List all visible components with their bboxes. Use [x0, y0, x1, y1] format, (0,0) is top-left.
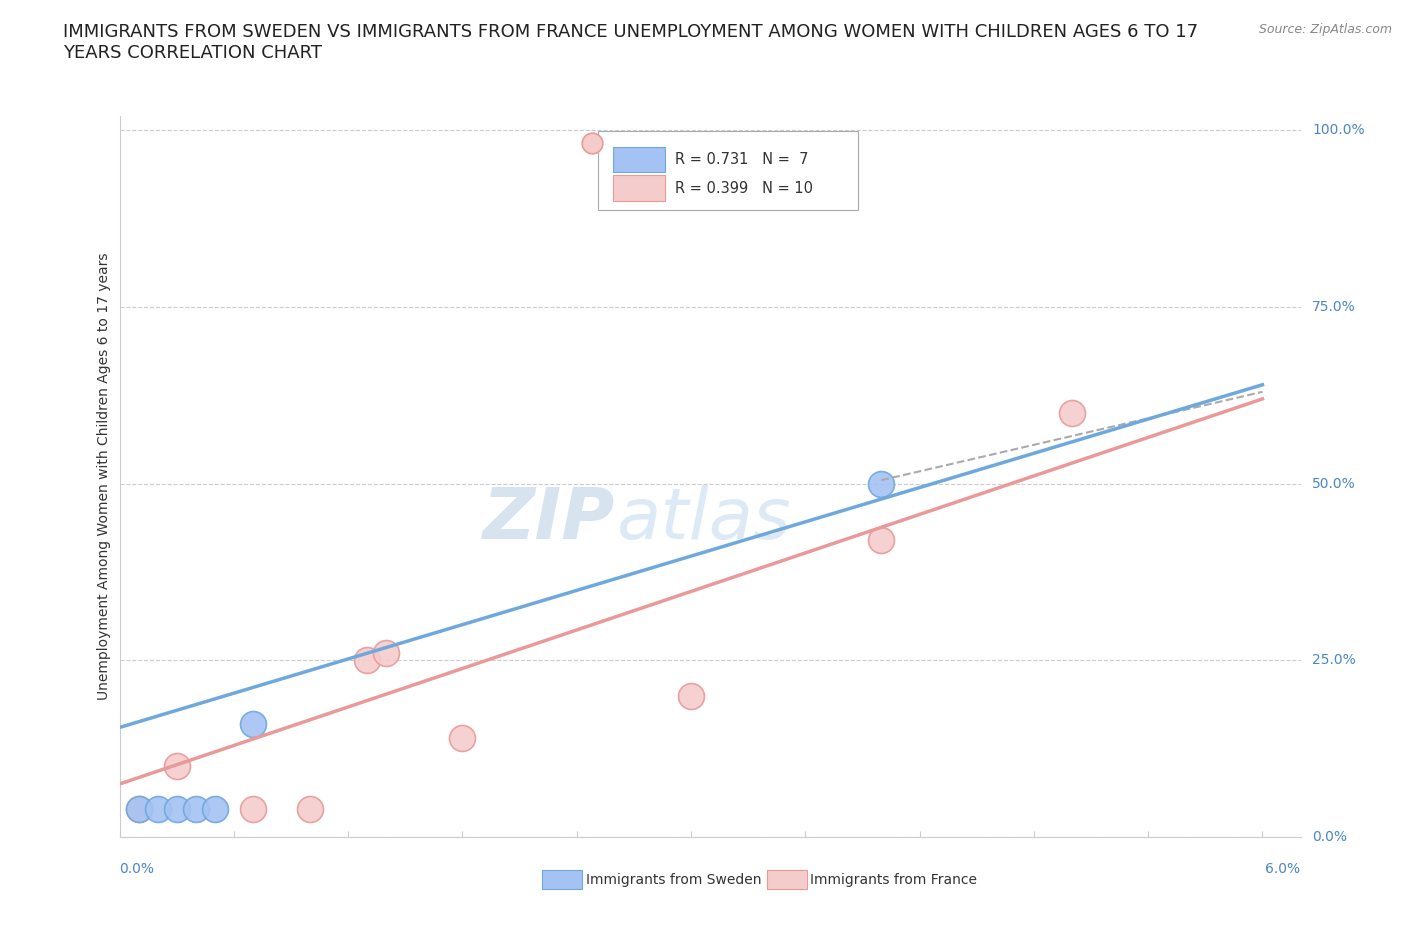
- Point: [166, 802, 188, 817]
- Text: Immigrants from Sweden: Immigrants from Sweden: [586, 872, 762, 886]
- Point: [242, 802, 264, 817]
- Point: [298, 802, 321, 817]
- Point: [128, 802, 150, 817]
- FancyBboxPatch shape: [613, 176, 665, 201]
- Point: [1060, 405, 1083, 420]
- Point: [204, 802, 226, 817]
- Text: R = 0.399   N = 10: R = 0.399 N = 10: [675, 180, 813, 196]
- FancyBboxPatch shape: [766, 870, 807, 889]
- FancyBboxPatch shape: [543, 870, 582, 889]
- Text: Immigrants from France: Immigrants from France: [810, 872, 977, 886]
- Text: 0.0%: 0.0%: [120, 862, 155, 876]
- Text: IMMIGRANTS FROM SWEDEN VS IMMIGRANTS FROM FRANCE UNEMPLOYMENT AMONG WOMEN WITH C: IMMIGRANTS FROM SWEDEN VS IMMIGRANTS FRO…: [63, 23, 1198, 62]
- Point: [146, 802, 169, 817]
- Y-axis label: Unemployment Among Women with Children Ages 6 to 17 years: Unemployment Among Women with Children A…: [97, 253, 111, 700]
- Point: [242, 716, 264, 731]
- Text: R = 0.731   N =  7: R = 0.731 N = 7: [675, 152, 808, 167]
- Point: [166, 759, 188, 774]
- Text: 25.0%: 25.0%: [1312, 654, 1357, 668]
- Text: atlas: atlas: [616, 485, 790, 554]
- Point: [128, 802, 150, 817]
- Text: Source: ZipAtlas.com: Source: ZipAtlas.com: [1258, 23, 1392, 36]
- FancyBboxPatch shape: [613, 147, 665, 172]
- Text: 75.0%: 75.0%: [1312, 300, 1357, 314]
- Point: [375, 645, 398, 660]
- Point: [184, 802, 207, 817]
- Text: 100.0%: 100.0%: [1312, 124, 1365, 138]
- Point: [870, 533, 893, 548]
- Point: [356, 653, 378, 668]
- Point: [870, 476, 893, 491]
- Text: ZIP: ZIP: [484, 485, 616, 554]
- Text: 50.0%: 50.0%: [1312, 477, 1357, 491]
- Point: [451, 731, 474, 746]
- Point: [679, 688, 702, 703]
- FancyBboxPatch shape: [598, 130, 858, 210]
- Text: 0.0%: 0.0%: [1312, 830, 1347, 844]
- Text: 6.0%: 6.0%: [1265, 862, 1301, 876]
